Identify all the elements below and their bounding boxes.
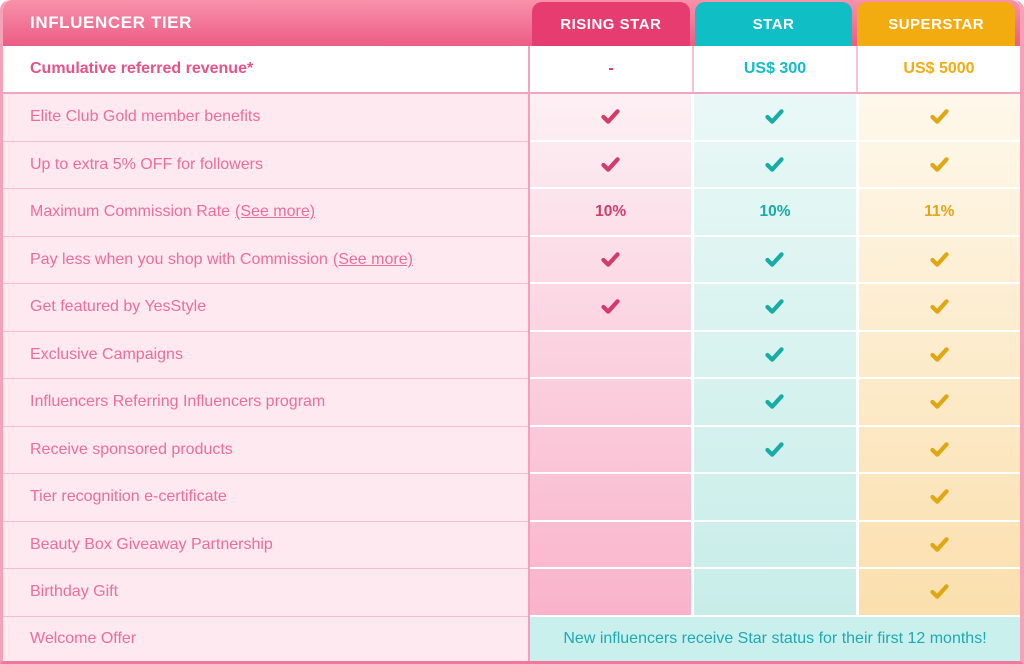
check-icon: [930, 441, 949, 457]
revenue-row: Cumulative referred revenue* - US$ 300 U…: [3, 46, 1020, 94]
check-icon: [765, 441, 785, 457]
check-icon: [601, 299, 620, 315]
empty-cell: [530, 522, 692, 569]
check-icon: [930, 536, 949, 552]
empty-cell: [694, 522, 856, 569]
check-cell: [694, 237, 856, 284]
feature-label: Birthday Gift: [3, 569, 528, 617]
check-cell: [858, 284, 1020, 332]
check-icon: [930, 109, 949, 125]
value-cell: 10%: [530, 189, 692, 237]
star-column: 10%: [691, 94, 856, 617]
check-icon: [765, 251, 785, 267]
empty-cell: [694, 474, 856, 522]
feature-label-text: Maximum Commission Rate: [30, 203, 231, 221]
check-cell: [694, 142, 856, 189]
check-icon: [765, 394, 785, 410]
rising-star-column: 10%: [530, 94, 692, 617]
check-cell: [694, 94, 856, 142]
feature-label-text: Elite Club Gold member benefits: [30, 108, 261, 126]
check-icon: [765, 156, 785, 172]
check-cell: [694, 332, 856, 379]
check-cell: [858, 427, 1020, 474]
check-cell: [530, 94, 692, 142]
welcome-offer-row: Welcome Offer New influencers receive St…: [3, 616, 1020, 661]
feature-table-body: Elite Club Gold member benefits Up to ext…: [3, 94, 1020, 617]
feature-label: Get featured by YesStyle: [3, 284, 528, 332]
revenue-value-star: US$ 300: [692, 46, 856, 92]
check-cell: [858, 569, 1020, 617]
table-header-band: INFLUENCER TIER RISING STAR STAR SUPERST…: [3, 0, 1020, 46]
value-cell: 10%: [694, 189, 856, 237]
check-icon: [601, 156, 620, 172]
feature-label-text: Beauty Box Giveaway Partnership: [30, 535, 273, 553]
check-cell: [858, 332, 1020, 379]
page-title: INFLUENCER TIER: [30, 13, 192, 32]
feature-label: Beauty Box Giveaway Partnership: [3, 522, 528, 569]
check-cell: [694, 284, 856, 332]
feature-label-column: Elite Club Gold member benefits Up to ext…: [3, 94, 530, 617]
empty-cell: [694, 569, 856, 617]
check-cell: [858, 237, 1020, 284]
empty-cell: [530, 569, 692, 617]
see-more-link[interactable]: (See more): [235, 203, 316, 221]
superstar-column: 11%: [855, 94, 1020, 617]
check-icon: [930, 251, 949, 267]
feature-label: Up to extra 5% OFF for followers: [3, 142, 528, 189]
check-cell: [858, 474, 1020, 522]
check-icon: [930, 346, 949, 362]
tier-header-star: STAR: [694, 2, 853, 46]
feature-label: Receive sponsored products: [3, 427, 528, 474]
check-icon: [930, 394, 949, 410]
check-cell: [858, 522, 1020, 569]
empty-cell: [530, 474, 692, 522]
revenue-row-label: Cumulative referred revenue*: [3, 46, 530, 92]
check-cell: [694, 379, 856, 427]
feature-label-text: Birthday Gift: [30, 583, 119, 601]
value-cell: 11%: [858, 189, 1020, 237]
check-cell: [858, 142, 1020, 189]
feature-label: Maximum Commission Rate (See more): [3, 189, 528, 237]
check-cell: [694, 427, 856, 474]
check-icon: [765, 109, 785, 125]
tier-headers: RISING STAR STAR SUPERSTAR: [530, 0, 1020, 46]
feature-label-text: Get featured by YesStyle: [30, 298, 207, 316]
check-icon: [601, 109, 620, 125]
tier-header-rising-star: RISING STAR: [532, 2, 690, 46]
check-cell: [858, 379, 1020, 427]
feature-label-text: Pay less when you shop with Commission: [30, 250, 328, 268]
check-icon: [930, 299, 949, 315]
check-cell: [530, 284, 692, 332]
check-icon: [930, 489, 949, 505]
feature-label-text: Exclusive Campaigns: [30, 345, 183, 363]
feature-label-text: Influencers Referring Influencers progra…: [30, 393, 326, 411]
feature-label: Pay less when you shop with Commission (S…: [3, 237, 528, 284]
feature-label-text: Receive sponsored products: [30, 440, 233, 458]
feature-label-text: Tier recognition e-certificate: [30, 488, 227, 506]
check-icon: [930, 156, 949, 172]
revenue-value-superstar: US$ 5000: [856, 46, 1020, 92]
feature-label: Exclusive Campaigns: [3, 332, 528, 379]
check-icon: [765, 346, 785, 362]
check-cell: [858, 94, 1020, 142]
tier-header-superstar: SUPERSTAR: [857, 2, 1016, 46]
empty-cell: [530, 427, 692, 474]
check-icon: [765, 299, 785, 315]
welcome-offer-label: Welcome Offer: [3, 616, 530, 661]
welcome-offer-note: New influencers receive Star status for …: [530, 616, 1020, 661]
empty-cell: [530, 332, 692, 379]
feature-label: Elite Club Gold member benefits: [3, 94, 528, 142]
check-icon: [930, 584, 949, 600]
feature-label-text: Up to extra 5% OFF for followers: [30, 155, 263, 173]
empty-cell: [530, 379, 692, 427]
check-cell: [530, 237, 692, 284]
check-icon: [601, 251, 620, 267]
revenue-value-rising-star: -: [608, 60, 614, 77]
feature-label: Tier recognition e-certificate: [3, 474, 528, 522]
check-cell: [530, 142, 692, 189]
see-more-link[interactable]: (See more): [332, 250, 413, 268]
feature-label: Influencers Referring Influencers progra…: [3, 379, 528, 427]
